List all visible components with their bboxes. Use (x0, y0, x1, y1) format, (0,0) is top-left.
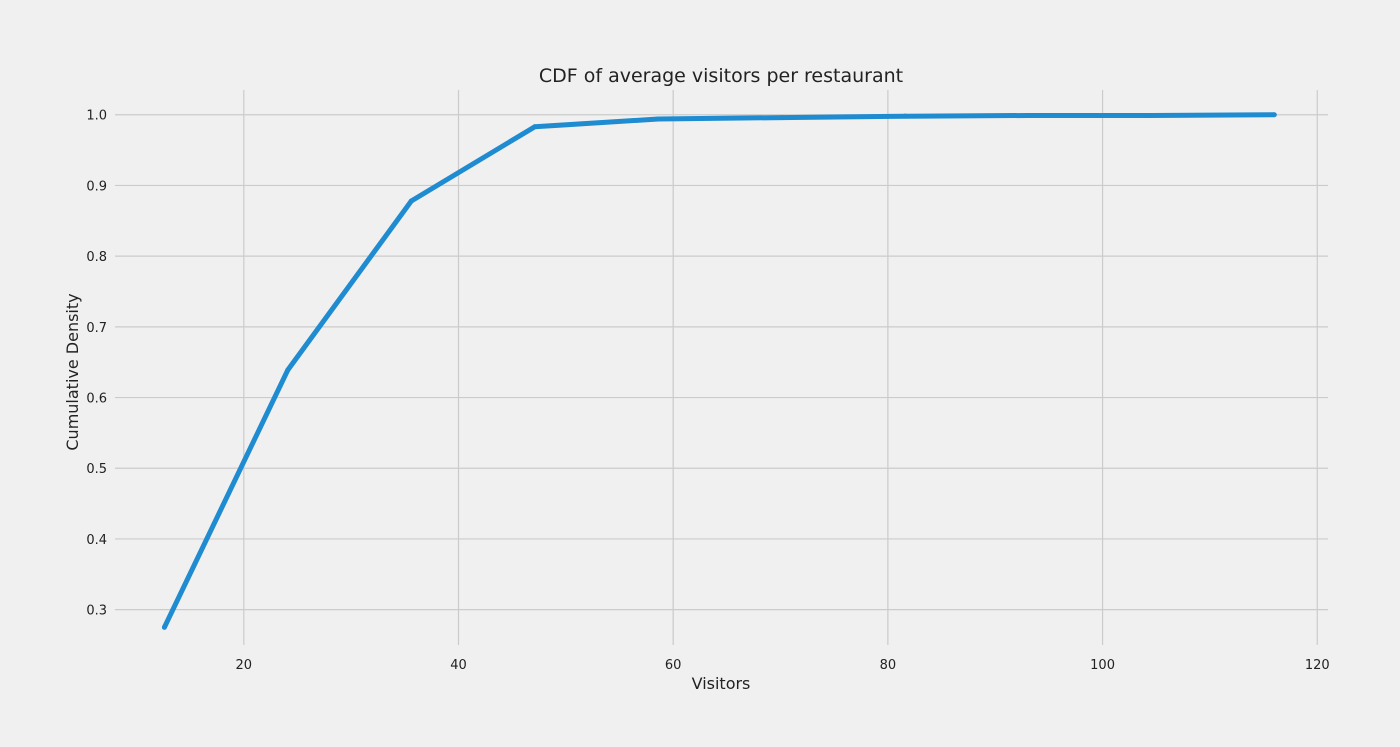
y-tick-label-0.5: 0.5 (86, 462, 107, 477)
data-point-6 (902, 113, 908, 119)
x-tick-label-80: 80 (880, 658, 897, 673)
x-tick-label-20: 20 (236, 658, 253, 673)
y-tick-label-1.0: 1.0 (86, 109, 107, 124)
data-point-3 (532, 124, 538, 130)
y-tick-label-0.3: 0.3 (86, 604, 107, 619)
data-point-4 (655, 116, 661, 122)
grid (115, 90, 1328, 645)
y-tick-label-0.6: 0.6 (86, 392, 107, 407)
data-point-0 (161, 624, 167, 630)
data-point-8 (1148, 112, 1154, 118)
data-point-7 (1024, 112, 1030, 118)
y-axis-label: Cumulative Density (63, 293, 82, 450)
x-tick-label-100: 100 (1090, 658, 1115, 673)
series-line-cdf (162, 112, 1275, 629)
data-point-9 (1271, 112, 1277, 118)
x-axis-label: Visitors (692, 674, 751, 693)
data-point-2 (408, 198, 414, 204)
x-axis-ticks: 20 40 60 80 100 120 (236, 658, 1330, 673)
x-tick-label-120: 120 (1305, 658, 1330, 673)
y-tick-label-0.7: 0.7 (86, 321, 107, 336)
chart-title: CDF of average visitors per restaurant (539, 65, 903, 87)
data-point-1 (285, 367, 291, 373)
y-tick-label-0.4: 0.4 (86, 533, 107, 548)
x-tick-label-60: 60 (665, 658, 682, 673)
series-layer (161, 112, 1277, 630)
y-tick-label-0.8: 0.8 (86, 250, 107, 265)
x-tick-label-40: 40 (450, 658, 467, 673)
y-tick-label-0.9: 0.9 (86, 179, 107, 194)
y-axis-ticks: 0.3 0.4 0.5 0.6 0.7 0.8 0.9 1.0 (86, 109, 107, 619)
data-point-5 (779, 115, 785, 121)
